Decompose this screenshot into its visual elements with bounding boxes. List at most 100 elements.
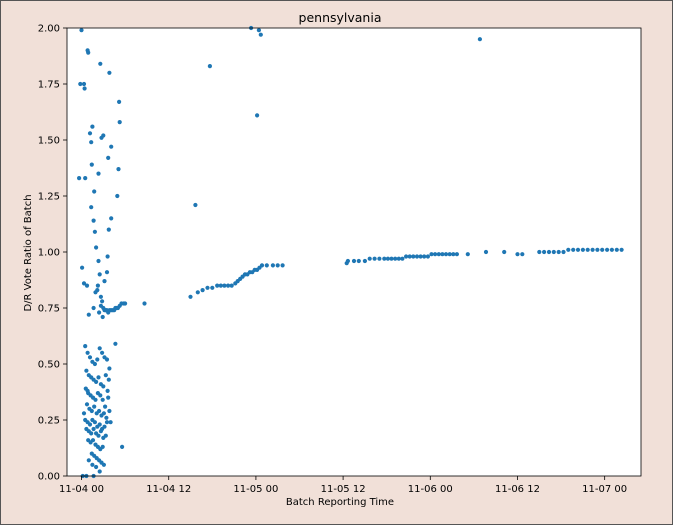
- data-point: [264, 263, 269, 268]
- data-point: [193, 202, 198, 208]
- x-tick-label: 11-04 12: [146, 484, 191, 495]
- data-point: [605, 247, 610, 252]
- data-point: [98, 294, 103, 299]
- data-point: [101, 133, 106, 138]
- data-point: [256, 28, 261, 33]
- data-point: [447, 252, 452, 257]
- data-point: [100, 314, 105, 320]
- y-tick-label: 1.25: [38, 192, 60, 203]
- data-point: [115, 193, 120, 199]
- data-point: [362, 258, 367, 264]
- y-tick-label: 2.00: [38, 24, 60, 35]
- data-point: [81, 81, 87, 87]
- data-point: [600, 247, 605, 252]
- data-points: [77, 25, 624, 479]
- data-point: [614, 247, 619, 252]
- data-point: [105, 388, 110, 393]
- data-point: [255, 113, 260, 118]
- data-point: [477, 37, 482, 42]
- data-point: [377, 256, 382, 261]
- data-point: [104, 415, 109, 420]
- data-point: [102, 279, 107, 284]
- data-point: [98, 61, 103, 66]
- data-point: [86, 50, 91, 55]
- data-point: [619, 247, 624, 252]
- y-axis-label: D/R Vote Ratio of Batch: [23, 194, 34, 311]
- data-point: [81, 411, 87, 416]
- data-point: [411, 254, 416, 259]
- data-point: [414, 254, 420, 259]
- data-point: [89, 431, 94, 436]
- y-tick-label: 0.25: [38, 416, 60, 427]
- data-point: [259, 263, 265, 268]
- data-point: [113, 341, 118, 346]
- data-point: [451, 252, 456, 257]
- data-point: [97, 272, 102, 277]
- data-point: [561, 249, 566, 255]
- data-point: [551, 249, 556, 255]
- data-point: [86, 458, 91, 463]
- data-point: [436, 252, 441, 257]
- data-point: [104, 270, 110, 275]
- data-point: [205, 285, 210, 290]
- y-tick-label: 0.75: [38, 304, 60, 315]
- data-point: [210, 285, 215, 290]
- data-point: [92, 420, 97, 425]
- data-point: [85, 388, 90, 393]
- data-point: [275, 263, 280, 268]
- data-point: [106, 395, 111, 400]
- data-point: [83, 176, 88, 181]
- data-point: [142, 301, 147, 306]
- data-point: [78, 81, 83, 87]
- data-point: [407, 254, 412, 259]
- data-point: [609, 247, 615, 252]
- data-point: [107, 70, 112, 75]
- data-point: [94, 245, 99, 250]
- data-point: [575, 247, 581, 252]
- x-tick-label: 11-06 12: [495, 484, 540, 495]
- data-point: [90, 438, 96, 443]
- data-point: [107, 408, 112, 414]
- data-point: [109, 144, 114, 149]
- data-point: [100, 397, 105, 402]
- data-point: [96, 433, 101, 438]
- data-point: [97, 422, 102, 427]
- data-point: [107, 366, 112, 371]
- data-point: [97, 408, 102, 414]
- data-point: [94, 464, 99, 470]
- data-point: [97, 469, 102, 474]
- data-point: [425, 254, 430, 259]
- data-point: [92, 189, 97, 194]
- x-axis: 11-04 00 11-04 12 11-05 00 11-05 12 11-06 00…: [59, 476, 627, 495]
- data-point: [200, 288, 205, 293]
- data-point: [351, 258, 357, 264]
- x-tick-label: 11-05 00: [233, 484, 278, 495]
- data-point: [404, 254, 409, 259]
- data-point: [116, 167, 121, 172]
- y-tick-label: 1.75: [38, 80, 60, 91]
- data-point: [87, 355, 93, 360]
- x-axis-label: Batch Reporting Time: [286, 497, 394, 508]
- data-point: [546, 249, 552, 255]
- data-point: [93, 290, 98, 295]
- data-point: [100, 299, 105, 304]
- data-point: [465, 252, 470, 257]
- data-point: [87, 422, 93, 427]
- y-axis: 0.00 0.25 0.50 0.75 1.00 1.25 1.50 1.75 2.00: [38, 24, 67, 483]
- data-point: [367, 256, 372, 261]
- data-point: [195, 290, 200, 295]
- data-point: [89, 140, 94, 145]
- data-point: [100, 350, 105, 355]
- data-point: [215, 283, 220, 288]
- data-point: [90, 462, 95, 467]
- data-point: [400, 256, 405, 261]
- data-point: [96, 375, 101, 380]
- data-point: [454, 252, 459, 257]
- data-point: [102, 424, 107, 429]
- data-point: [98, 429, 103, 434]
- data-point: [595, 247, 600, 252]
- data-point: [97, 346, 102, 351]
- data-point: [95, 283, 100, 288]
- data-point: [422, 254, 427, 259]
